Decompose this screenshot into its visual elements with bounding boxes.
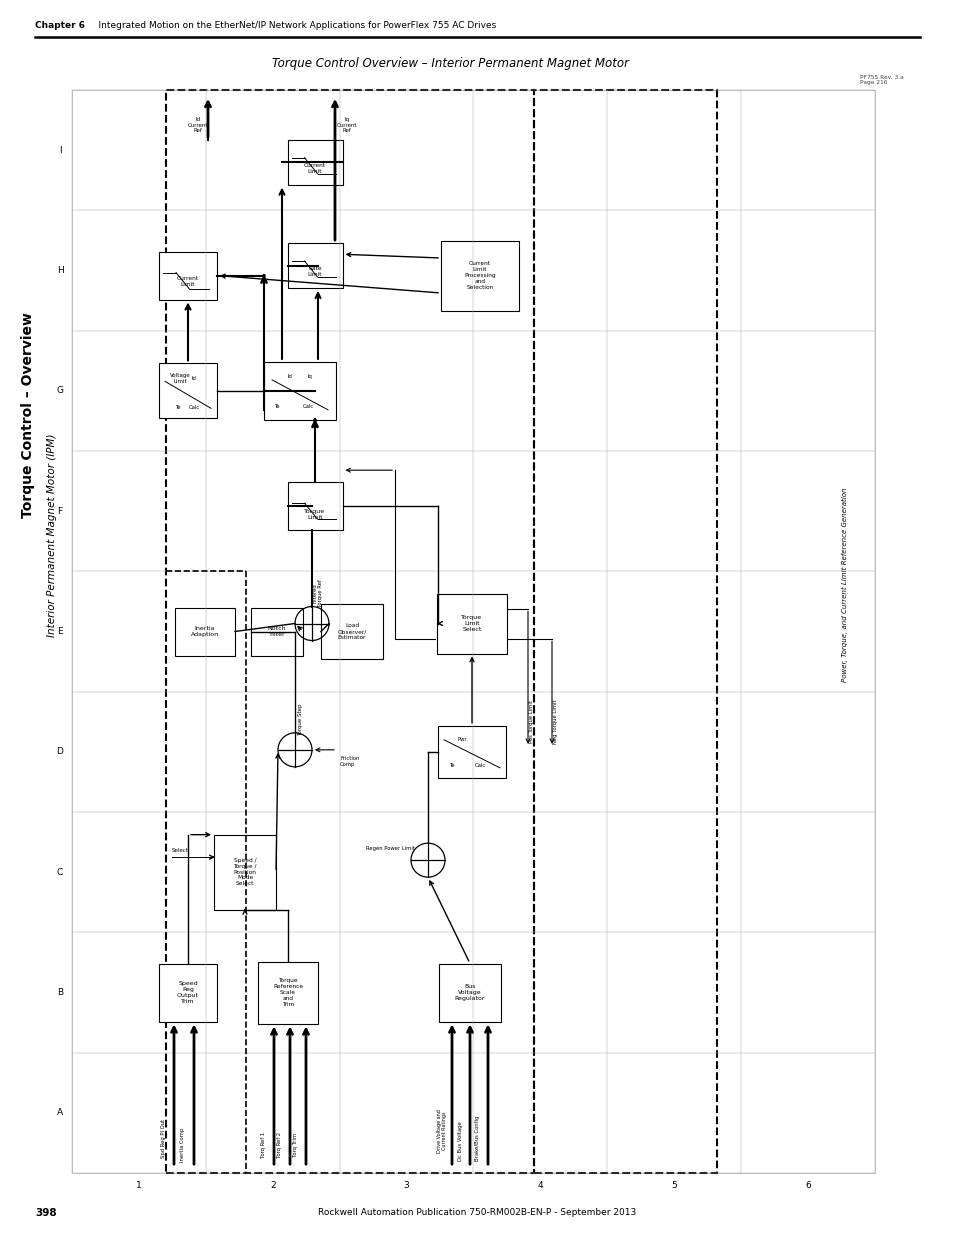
Text: Drive Voltage and
Current Ratings: Drive Voltage and Current Ratings xyxy=(436,1109,447,1153)
Text: Regen Power Limit: Regen Power Limit xyxy=(366,846,415,851)
Text: Calc: Calc xyxy=(474,763,485,768)
Bar xyxy=(438,963,500,1021)
Text: Torque Control Overview – Interior Permanent Magnet Motor: Torque Control Overview – Interior Perma… xyxy=(272,57,628,69)
Text: Torq Ref 1: Torq Ref 1 xyxy=(260,1132,265,1158)
Text: G: G xyxy=(56,387,64,395)
Text: Id: Id xyxy=(192,377,196,382)
Text: Brake/Bus Config: Brake/Bus Config xyxy=(475,1115,480,1161)
Bar xyxy=(533,90,717,1173)
Text: D: D xyxy=(56,747,63,756)
Text: Calc: Calc xyxy=(188,405,199,410)
Text: Integrated Motion on the EtherNet/IP Network Applications for PowerFlex 755 AC D: Integrated Motion on the EtherNet/IP Net… xyxy=(87,21,496,30)
Text: Pos Torque Limit: Pos Torque Limit xyxy=(529,700,534,743)
Text: Current
Limit: Current Limit xyxy=(304,163,326,174)
Bar xyxy=(213,835,275,910)
Text: Neg Torque Limit: Neg Torque Limit xyxy=(552,699,557,745)
Text: Voltage
Limit: Voltage Limit xyxy=(170,373,191,384)
Text: Torque
Limit
Select: Torque Limit Select xyxy=(461,615,482,632)
Text: Bus
Voltage
Regulator: Bus Voltage Regulator xyxy=(455,984,485,1000)
Text: H: H xyxy=(56,266,63,275)
Text: Spd Reg PI Out: Spd Reg PI Out xyxy=(160,1119,165,1157)
Text: 6: 6 xyxy=(804,1181,810,1189)
Bar xyxy=(437,726,505,778)
Text: Speed
Reg
Output
Trim: Speed Reg Output Trim xyxy=(177,982,199,1004)
Text: Torque Step: Torque Step xyxy=(298,704,303,736)
Text: Interior Permanent Magnet Motor (IPM): Interior Permanent Magnet Motor (IPM) xyxy=(47,433,57,637)
Text: Notch
Filter: Notch Filter xyxy=(268,626,286,637)
Text: Te: Te xyxy=(450,763,456,768)
Bar xyxy=(320,604,382,659)
Text: Friction
Comp: Friction Comp xyxy=(339,756,359,767)
Text: Dc Bus Voltage: Dc Bus Voltage xyxy=(457,1121,462,1161)
Text: 5: 5 xyxy=(671,1181,677,1189)
Text: Load
Observer/
Estimator: Load Observer/ Estimator xyxy=(337,624,366,640)
Bar xyxy=(287,482,342,530)
Text: Current
Limit
Processing
and
Selection: Current Limit Processing and Selection xyxy=(464,262,496,289)
Text: Torq Ref 2: Torq Ref 2 xyxy=(276,1132,281,1158)
Text: Power, Torque, and Current Limit Reference Generation: Power, Torque, and Current Limit Referen… xyxy=(841,488,847,682)
Text: Torque
Limit: Torque Limit xyxy=(304,509,325,520)
Bar xyxy=(159,363,216,419)
Text: Calc: Calc xyxy=(302,404,314,409)
Bar xyxy=(440,241,518,310)
Bar xyxy=(264,362,335,420)
Bar xyxy=(159,963,216,1021)
Text: 4: 4 xyxy=(537,1181,542,1189)
Text: Filtered
Torque Ref: Filtered Torque Ref xyxy=(313,579,323,608)
Bar xyxy=(257,962,317,1024)
Text: Id
Current
Ref: Id Current Ref xyxy=(188,116,208,133)
Text: Te: Te xyxy=(274,404,280,409)
Text: B: B xyxy=(57,988,63,997)
Text: Torque Control – Overview: Torque Control – Overview xyxy=(21,312,35,517)
Text: F: F xyxy=(57,506,63,516)
Text: Torq Trim: Torq Trim xyxy=(293,1132,297,1157)
Text: 1: 1 xyxy=(136,1181,142,1189)
Text: 398: 398 xyxy=(35,1208,56,1218)
Text: A: A xyxy=(57,1108,63,1118)
Bar xyxy=(436,594,506,653)
Bar xyxy=(251,608,303,656)
Bar xyxy=(166,90,533,1173)
Text: 2: 2 xyxy=(270,1181,275,1189)
Bar xyxy=(174,608,234,656)
Text: Pwr: Pwr xyxy=(456,737,466,742)
Text: Current
Limit: Current Limit xyxy=(177,277,199,287)
Bar xyxy=(159,252,216,300)
Bar xyxy=(287,243,342,288)
Text: I: I xyxy=(59,146,61,154)
Text: Te: Te xyxy=(175,405,181,410)
Text: Iq: Iq xyxy=(308,374,313,379)
Text: Chapter 6: Chapter 6 xyxy=(35,21,85,30)
Text: PF755 Rev. 3.a
Page 216: PF755 Rev. 3.a Page 216 xyxy=(859,74,902,85)
Text: Iq
Current
Ref: Iq Current Ref xyxy=(336,116,356,133)
Text: 3: 3 xyxy=(403,1181,409,1189)
Text: Rockwell Automation Publication 750-RM002B-EN-P - September 2013: Rockwell Automation Publication 750-RM00… xyxy=(317,1209,636,1218)
Bar xyxy=(71,90,874,1173)
Text: Inertia
Adaption: Inertia Adaption xyxy=(191,626,219,637)
Text: Id: Id xyxy=(288,374,293,379)
Text: E: E xyxy=(57,627,63,636)
Text: Inertia Comp: Inertia Comp xyxy=(180,1128,185,1162)
Text: Select: Select xyxy=(172,847,189,852)
Text: C: C xyxy=(57,868,63,877)
Text: Speed /
Torque /
Position
Mode
Select: Speed / Torque / Position Mode Select xyxy=(233,858,256,887)
Text: Torque
Reference
Scale
and
Trim: Torque Reference Scale and Trim xyxy=(273,978,303,1007)
Text: Rate
Limit: Rate Limit xyxy=(308,266,322,277)
Bar xyxy=(287,140,342,185)
